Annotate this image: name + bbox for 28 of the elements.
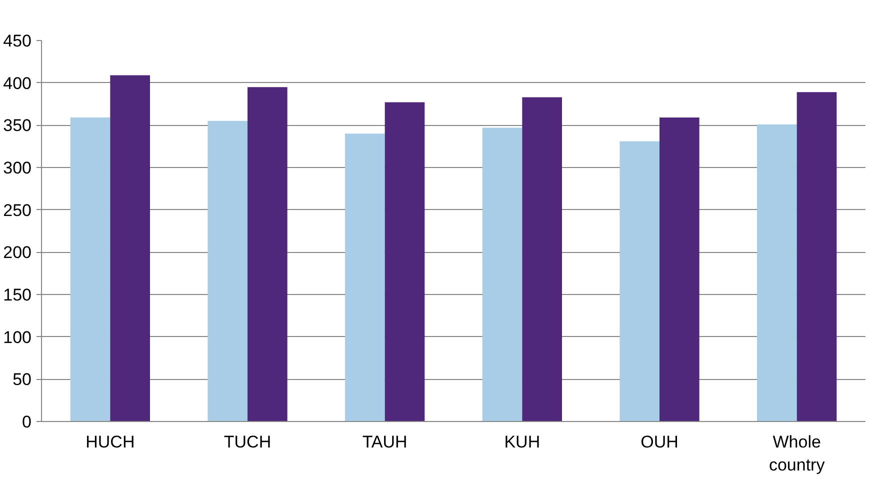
bar — [620, 141, 660, 422]
y-tick-label: 250 — [3, 200, 32, 220]
x-tick-label: Whole country — [768, 432, 826, 474]
bar — [345, 134, 385, 422]
bar — [110, 75, 150, 422]
x-tick-label: TUCH — [224, 432, 272, 452]
y-tick-label: 100 — [3, 328, 32, 347]
bar — [660, 118, 700, 422]
y-tick-label: 350 — [3, 116, 32, 136]
bar — [248, 87, 288, 422]
y-tick-label: 150 — [3, 286, 32, 304]
x-tick-label: KUH — [504, 432, 540, 452]
y-tick-label: 400 — [3, 74, 32, 93]
x-tick-label: HUCH — [86, 432, 135, 452]
y-tick-label: 300 — [3, 158, 32, 178]
y-tick-label: 0 — [22, 412, 32, 432]
bar — [522, 97, 562, 422]
bar — [796, 92, 837, 422]
bar — [482, 128, 522, 422]
x-tick-label: TAUH — [362, 432, 408, 452]
bar — [384, 102, 425, 422]
bar — [208, 120, 248, 422]
y-tick-label: 200 — [3, 243, 32, 262]
x-tick-label: OUH — [640, 432, 678, 452]
y-tick-label: 450 — [3, 32, 32, 50]
bar — [757, 124, 797, 422]
bar — [70, 118, 110, 422]
y-tick-label: 50 — [12, 370, 32, 390]
